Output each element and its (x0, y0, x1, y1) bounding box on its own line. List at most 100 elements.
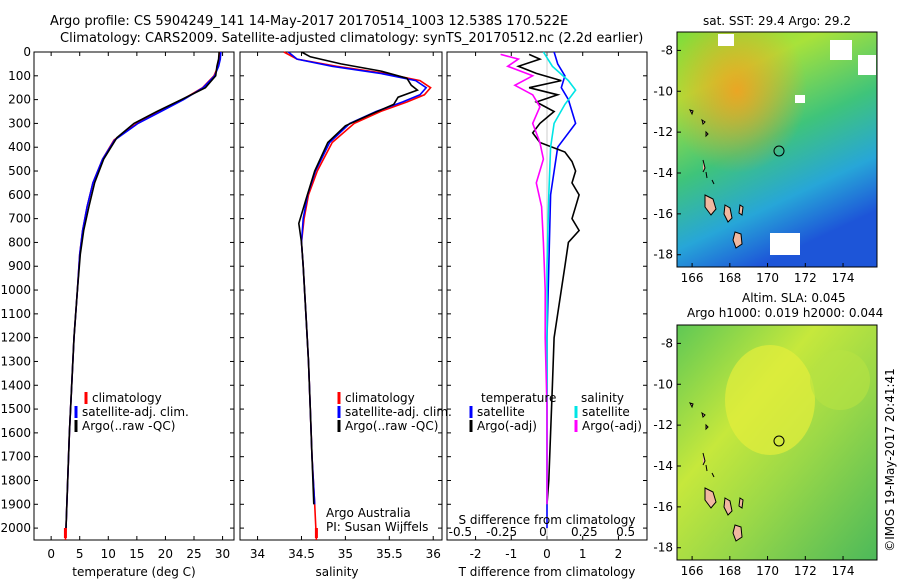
x-tick-label: 34 (250, 547, 265, 561)
legend-label-climatology: climatology (345, 391, 415, 405)
credit-line-2: PI: Susan Wijffels (326, 520, 428, 534)
sla-map: 166 168 170 172 174 -8 -10 -12 -14 -16 -18 (653, 324, 878, 578)
legend-label-s-argo: Argo(-adj) (582, 419, 642, 433)
x-tick-label: 35.5 (376, 547, 403, 561)
header-line-2: Climatology: CARS2009. Satellite-adjuste… (60, 31, 643, 46)
sst-map-title: sat. SST: 29.4 Argo: 29.2 (703, 14, 851, 28)
sla-light-blob (810, 350, 870, 410)
sla-map-ticks: 166 168 170 172 174 -8 -10 -12 -14 -16 -18 (653, 336, 854, 578)
salinity-legend: climatology satellite-adj. clim. Argo(..… (337, 391, 452, 433)
legend-title-temperature: temperature (481, 391, 556, 405)
header-line-1: Argo profile: CS 5904249_141 14-May-2017… (50, 14, 568, 29)
x-tick-label: 30 (215, 547, 230, 561)
y-tick-label: 100 (8, 69, 31, 83)
x2-tick-label: 0.25 (571, 525, 598, 539)
map-y-tick-label: -14 (653, 166, 673, 180)
x2-tick-label: -0.25 (486, 525, 517, 539)
sla-yellow-blob (725, 345, 815, 455)
y-tick-label: 1100 (0, 307, 31, 321)
x-tick-label: 36 (426, 547, 441, 561)
imos-watermark: ©IMOS 19-May-2017 20:41:41 (883, 368, 897, 552)
map-y-tick-label: -10 (653, 84, 673, 98)
x-tick-label: 25 (186, 547, 201, 561)
map-y-tick-label: -16 (653, 207, 673, 221)
y-tick-label: 600 (8, 188, 31, 202)
series-line-3 (500, 53, 548, 505)
map-x-tick-label: 174 (832, 564, 855, 578)
sla-land-islands (689, 402, 715, 478)
map-y-tick-label: -16 (653, 500, 673, 514)
sla-map-title-2: Argo h1000: 0.019 h2000: 0.044 (687, 306, 883, 320)
salinity-x-label: salinity (315, 565, 358, 579)
map-y-tick-label: -14 (653, 459, 673, 473)
map-y-tick-label: -12 (653, 418, 673, 432)
y-tick-label: 200 (8, 93, 31, 107)
temperature-legend: climatology satellite-adj. clim. Argo(..… (74, 391, 189, 433)
sst-warm-patch (677, 32, 877, 267)
temperature-panel: 0 5 10 15 20 25 300100200300400500600700800900… (0, 45, 235, 561)
legend-label-satellite: satellite-adj. clim. (82, 405, 189, 419)
legend-label-climatology: climatology (92, 391, 162, 405)
sla-map-frame (676, 324, 878, 561)
x2-tick-label: -0.5 (449, 525, 472, 539)
x-tick-label: 5 (76, 547, 84, 561)
sst-map-ticks: 166 168 170 172 174 -8 -10 -12 -14 -16 -18 (653, 43, 854, 285)
map-x-tick-label: 166 (681, 271, 704, 285)
y-tick-label: 1300 (0, 354, 31, 368)
legend-label-argo: Argo(..raw -QC) (345, 419, 438, 433)
difference-legend: temperature satellite Argo(-adj) salinit… (469, 391, 642, 433)
y-tick-label: 700 (8, 212, 31, 226)
sst-cloud-mask (830, 40, 852, 60)
y-tick-label: 1200 (0, 331, 31, 345)
series-line-2 (542, 51, 577, 505)
argo-float-marker (773, 145, 785, 157)
sst-cloud-mask (795, 95, 805, 103)
legend-label-t-satellite: satellite (477, 405, 525, 419)
map-x-tick-label: 170 (756, 271, 779, 285)
x2-tick-label: 0 (539, 525, 547, 539)
series-line-2 (297, 51, 420, 505)
x-tick-label: -1 (505, 547, 517, 561)
x-tick-label: 20 (158, 547, 173, 561)
map-x-tick-label: 172 (794, 271, 817, 285)
legend-label-satellite: satellite-adj. clim. (345, 405, 452, 419)
y-tick-label: 1000 (0, 283, 31, 297)
sst-land-islands (689, 109, 715, 185)
y-tick-label: 1700 (0, 450, 31, 464)
y-tick-label: 900 (8, 259, 31, 273)
x-tick-label: -2 (470, 547, 482, 561)
map-x-tick-label: 170 (756, 564, 779, 578)
x-tick-label: 10 (101, 547, 116, 561)
series-line-1 (516, 53, 581, 505)
legend-title-salinity: salinity (581, 391, 624, 405)
map-y-tick-label: -8 (661, 43, 673, 57)
y-tick-label: 400 (8, 140, 31, 154)
sst-cloud-mask (858, 55, 876, 75)
sla-land-vanuatu (704, 487, 744, 542)
sla-map-title-1: Altim. SLA: 0.045 (742, 291, 846, 305)
x-tick-label: 34.5 (288, 547, 315, 561)
series-line-2 (65, 51, 220, 529)
sst-cloud-mask (770, 233, 800, 255)
y-tick-label: 1800 (0, 473, 31, 487)
argo-float-marker (773, 435, 785, 447)
legend-label-s-satellite: satellite (582, 405, 630, 419)
y-tick-label: 0 (23, 45, 31, 59)
y-tick-label: 1900 (0, 497, 31, 511)
y-tick-label: 1600 (0, 426, 31, 440)
y-tick-label: 300 (8, 116, 31, 130)
sst-cloud-mask (718, 34, 734, 46)
x-tick-label: 0 (47, 547, 55, 561)
plot-frame (33, 51, 235, 541)
sst-map-frame (676, 31, 878, 268)
x2-tick-label: 0.5 (616, 525, 635, 539)
x-tick-label: 15 (129, 547, 144, 561)
map-y-tick-label: -18 (653, 541, 673, 555)
map-x-tick-label: 174 (832, 271, 855, 285)
plot-frame (239, 51, 443, 541)
map-y-tick-label: -12 (653, 125, 673, 139)
difference-x2-label: S difference from climatology (459, 513, 636, 527)
map-y-tick-label: -18 (653, 248, 673, 262)
map-x-tick-label: 172 (794, 564, 817, 578)
